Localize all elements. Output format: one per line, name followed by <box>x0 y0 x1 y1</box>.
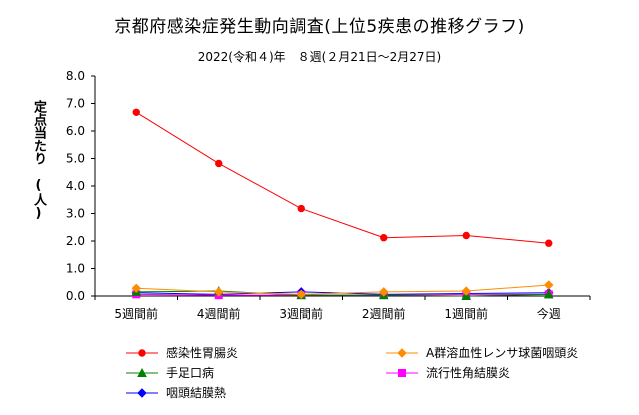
series-2 <box>131 280 554 300</box>
legend-label: 感染性胃腸炎 <box>166 346 239 360</box>
data-point <box>543 289 554 299</box>
chart-title: 京都府感染症発生動向調査(上位5疾患の推移グラフ) <box>114 17 525 37</box>
y-tick-label: 7.0 <box>66 97 85 111</box>
data-point <box>545 239 553 247</box>
legend-swatch <box>126 367 158 377</box>
chart-subtitle: 2022(令和４)年 ８週(２月21日～2月27日) <box>197 50 442 64</box>
y-tick-label: 4.0 <box>66 179 85 193</box>
data-point <box>462 231 470 240</box>
legend-label: 咽頭結膜熱 <box>166 386 227 400</box>
legend-label: 流行性角結膜炎 <box>426 366 511 380</box>
legend-marker <box>138 349 146 357</box>
x-tick-label: 今週 <box>537 306 561 321</box>
x-tick-label: 1週間前 <box>444 306 488 321</box>
x-tick-label: 4週間前 <box>197 306 241 321</box>
data-point <box>380 234 388 242</box>
data-point <box>379 287 389 297</box>
series-line <box>135 111 549 244</box>
legend-swatch <box>386 369 418 377</box>
y-tick-label: 0.0 <box>66 289 85 303</box>
data-point <box>461 286 471 296</box>
y-tick-label: 6.0 <box>66 124 85 138</box>
y-tick-label: 2.0 <box>66 234 85 248</box>
legend-marker <box>397 348 407 358</box>
x-tick-label: 5週間前 <box>114 306 158 321</box>
legend-label: A群溶血性レンサ球菌咽頭炎 <box>426 346 579 360</box>
y-axis-label: 定点当たり (人) <box>31 100 46 221</box>
data-point <box>296 289 306 300</box>
data-point <box>215 159 223 168</box>
data-point <box>297 204 305 213</box>
x-tick-label: 2週間前 <box>362 306 406 321</box>
legend-label: 手足口病 <box>166 366 215 380</box>
legend-marker <box>137 367 147 377</box>
series-line <box>136 284 549 295</box>
y-tick-label: 8.0 <box>66 69 85 83</box>
legend-marker <box>398 369 406 377</box>
x-tick-label: 3週間前 <box>279 306 323 321</box>
plot-area: 0.0 1.0 2.0 3.0 4.0 5.0 6.0 7.0 8.0 5週間前 4週間前 3週間前 2… <box>66 69 591 321</box>
data-point <box>132 108 140 117</box>
data-point <box>131 283 141 294</box>
legend-swatch <box>126 388 158 398</box>
legend-marker <box>137 388 147 398</box>
legend-swatch <box>126 349 158 357</box>
series-1 <box>132 108 553 247</box>
y-tick-label: 3.0 <box>66 207 85 221</box>
y-tick-label: 1.0 <box>66 262 85 276</box>
y-tick-label: 5.0 <box>66 152 85 166</box>
legend-swatch <box>386 348 418 358</box>
data-point <box>214 287 224 297</box>
data-point <box>544 280 554 290</box>
legend: 感染性胃腸炎 A群溶血性レンサ球菌咽頭炎手足口病 流行性角結膜炎咽頭結膜熱 <box>0 340 639 410</box>
